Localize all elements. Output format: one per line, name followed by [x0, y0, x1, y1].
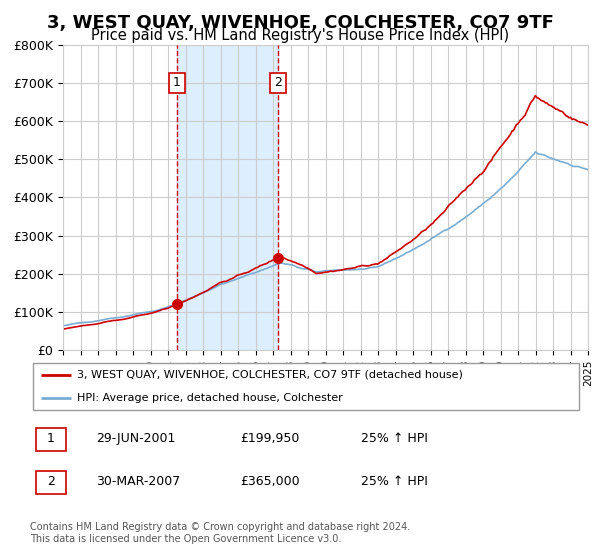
Text: HPI: Average price, detached house, Colchester: HPI: Average price, detached house, Colc…: [77, 393, 343, 403]
Text: 2: 2: [274, 77, 282, 90]
Bar: [177, 45, 278, 350]
Text: Price paid vs. HM Land Registry's House Price Index (HPI): Price paid vs. HM Land Registry's House …: [91, 28, 509, 43]
Text: 3, WEST QUAY, WIVENHOE, COLCHESTER, CO7 9TF: 3, WEST QUAY, WIVENHOE, COLCHESTER, CO7 …: [47, 14, 553, 32]
FancyBboxPatch shape: [35, 428, 66, 451]
Text: Contains HM Land Registry data © Crown copyright and database right 2024.
This d: Contains HM Land Registry data © Crown c…: [30, 522, 410, 544]
Text: 2: 2: [47, 475, 55, 488]
Text: 25% ↑ HPI: 25% ↑ HPI: [361, 432, 428, 445]
Text: £365,000: £365,000: [240, 475, 299, 488]
FancyBboxPatch shape: [35, 471, 66, 494]
Text: 25% ↑ HPI: 25% ↑ HPI: [361, 475, 428, 488]
Text: 1: 1: [47, 432, 55, 445]
Text: 29-JUN-2001: 29-JUN-2001: [96, 432, 176, 445]
FancyBboxPatch shape: [33, 363, 579, 409]
Text: 1: 1: [173, 77, 181, 90]
Text: 3, WEST QUAY, WIVENHOE, COLCHESTER, CO7 9TF (detached house): 3, WEST QUAY, WIVENHOE, COLCHESTER, CO7 …: [77, 370, 463, 380]
Text: £199,950: £199,950: [240, 432, 299, 445]
Text: 30-MAR-2007: 30-MAR-2007: [96, 475, 181, 488]
